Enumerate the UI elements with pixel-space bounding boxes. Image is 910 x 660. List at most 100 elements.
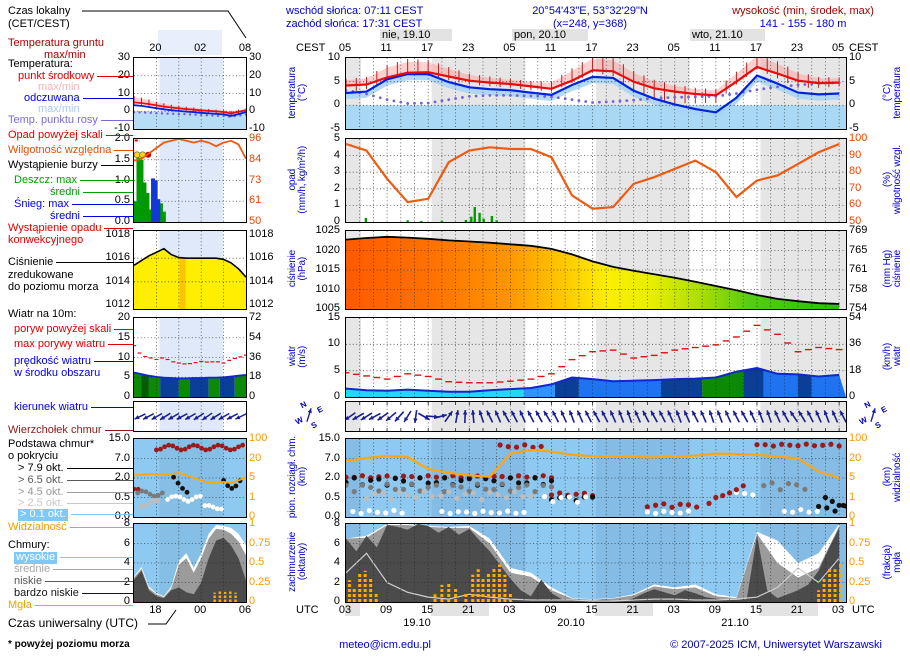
utc-tick: 03 (503, 604, 516, 616)
axis-tick: 5 (849, 74, 856, 87)
connector-line (82, 216, 133, 218)
axis-tick: 1012 (249, 298, 274, 311)
sidebar-label: zredukowane (8, 269, 74, 281)
sidebar-label: w środku obszaru (14, 367, 101, 379)
connector-line (100, 120, 133, 122)
axis-tick: 6 (333, 536, 340, 549)
sidebar-label: średni (50, 210, 80, 222)
sidebar-label: do poziomu morza (8, 281, 99, 293)
axis-tick: 5 (849, 471, 856, 483)
axis-tick: 60 (849, 198, 862, 211)
panel-axis-title: zachmurzenie (oktanty) (281, 513, 315, 611)
sidebar-item: średnie (14, 563, 133, 576)
altitude-label: wysokość (min, środek, max) (732, 5, 874, 17)
sidebar-label: > 2.5 okt. (18, 497, 64, 509)
email-link[interactable]: meteo@icm.edu.pl (339, 639, 431, 651)
axis-tick: 10 (249, 86, 262, 99)
sidebar-item: Wiatr na 10m: (8, 308, 133, 321)
panel-temperature-main (345, 57, 847, 130)
axis-tick: 758 (849, 282, 868, 295)
footer-email-wrap: meteo@icm.edu.pl (300, 639, 470, 651)
sidebar-item: o pokryciu (8, 450, 133, 463)
axis-tick: 0 (849, 510, 856, 522)
utc-tick: 03 (832, 604, 845, 616)
mini-local-tick: 20 (149, 42, 162, 54)
axis-tick: 80 (849, 165, 862, 178)
copyright: © 2007-2025 ICM, Uniwersytet Warszawski (670, 639, 882, 651)
sidebar-label: Chmury: (8, 539, 50, 551)
axis-tick: 20 (849, 451, 862, 464)
utc-tick: 21 (462, 604, 475, 616)
axis-tick: 2 (333, 181, 340, 194)
axis-tick: 15 (117, 330, 130, 343)
utc-label-right: UTC (852, 604, 875, 616)
axis-tick: 0.0 (114, 215, 130, 227)
utc-tick: 15 (421, 604, 434, 616)
axis-tick: 1.5 (114, 152, 130, 165)
axis-tick: 30 (117, 51, 130, 63)
sidebar-label: max porywy wiatru (14, 338, 106, 350)
sunset-info: zachód słońca: 17:31 CEST (286, 18, 423, 30)
sidebar-label: odczuwana (24, 92, 80, 104)
cest-tick: 11 (380, 42, 392, 54)
panel-axis-title-text: ciśnienie (892, 250, 903, 288)
axis-tick: 0.75 (249, 536, 271, 549)
axis-tick: 18 (849, 363, 862, 376)
axis-tick: 0.5 (249, 556, 265, 568)
panel-axis-title-text: (hPa) (297, 257, 308, 281)
night-shading (430, 603, 489, 616)
sidebar-item: Czas uniwersalny (UTC) (8, 617, 138, 630)
sidebar-item: niskie (14, 575, 133, 588)
connector-line (66, 480, 133, 482)
sidebar-item: > 0.1 okt. (18, 508, 133, 521)
ground-temp-label: Temperatura gruntu (8, 37, 104, 49)
sidebar-label: średni (50, 186, 80, 198)
axis-tick: 100 (249, 432, 268, 444)
axis-tick: 36 (849, 337, 862, 350)
connector-line (69, 527, 133, 529)
cest-tick: 23 (462, 42, 475, 54)
axis-tick: 0.5 (114, 490, 130, 503)
axis-tick: 5 (333, 74, 340, 87)
connector-line (79, 180, 133, 182)
axis-tick: 18 (249, 370, 262, 383)
axis-tick: 15 (327, 311, 340, 323)
ground-temp-sub: max/min (44, 49, 86, 61)
axis-tick: 96 (249, 132, 262, 144)
sidebar-label: niskie (14, 575, 43, 587)
axis-tick: 765 (849, 243, 868, 256)
axis-tick: 20 (249, 451, 262, 464)
panel-axis-title: (%) wilgotność wzgl. (876, 128, 910, 231)
sidebar-item: max/min (38, 103, 133, 116)
sidebar-item: w środku obszaru (14, 367, 133, 380)
utc-tick: 09 (708, 604, 721, 616)
connector-line (105, 135, 133, 137)
panel-clouds-main (345, 438, 847, 518)
panel-axis-title-text: (km) (297, 467, 308, 487)
sidebar-item: > 7.9 okt. (18, 462, 133, 475)
sidebar-label: Podstawa chmur* (8, 438, 95, 450)
sidebar-label: Widzialność (8, 521, 67, 533)
sidebar-label: poryw powyżej skali (14, 323, 112, 335)
axis-tick: 1005 (315, 302, 340, 314)
panel-axis-title-text: (mm/h, kg/m²/h) (297, 145, 308, 214)
panel-axis-title: (°C) temperatura (876, 47, 910, 138)
axis-tick: 5 (333, 363, 340, 376)
connector-line (53, 569, 133, 571)
sidebar-item: > 6.5 okt. (18, 474, 133, 487)
sidebar-label: Czas uniwersalny (UTC) (8, 616, 139, 630)
connector-line (60, 557, 133, 559)
connector-line (104, 430, 133, 432)
connector-line (104, 228, 133, 230)
panel-axis-title: (frakcja) mgła (876, 513, 910, 611)
compass-arrow (870, 408, 876, 422)
axis-tick: 15.0 (108, 432, 130, 444)
connector-line (72, 204, 133, 206)
panel-axis-title: (km) widzialność (876, 428, 910, 526)
sidebar-label: Opad powyżej skali (8, 129, 103, 141)
mini-utc-tick: 18 (149, 604, 162, 616)
sidebar-item: Widzialność (8, 521, 133, 534)
connector-line (45, 581, 133, 583)
panel-axis-title-text: widzialność (892, 452, 903, 502)
